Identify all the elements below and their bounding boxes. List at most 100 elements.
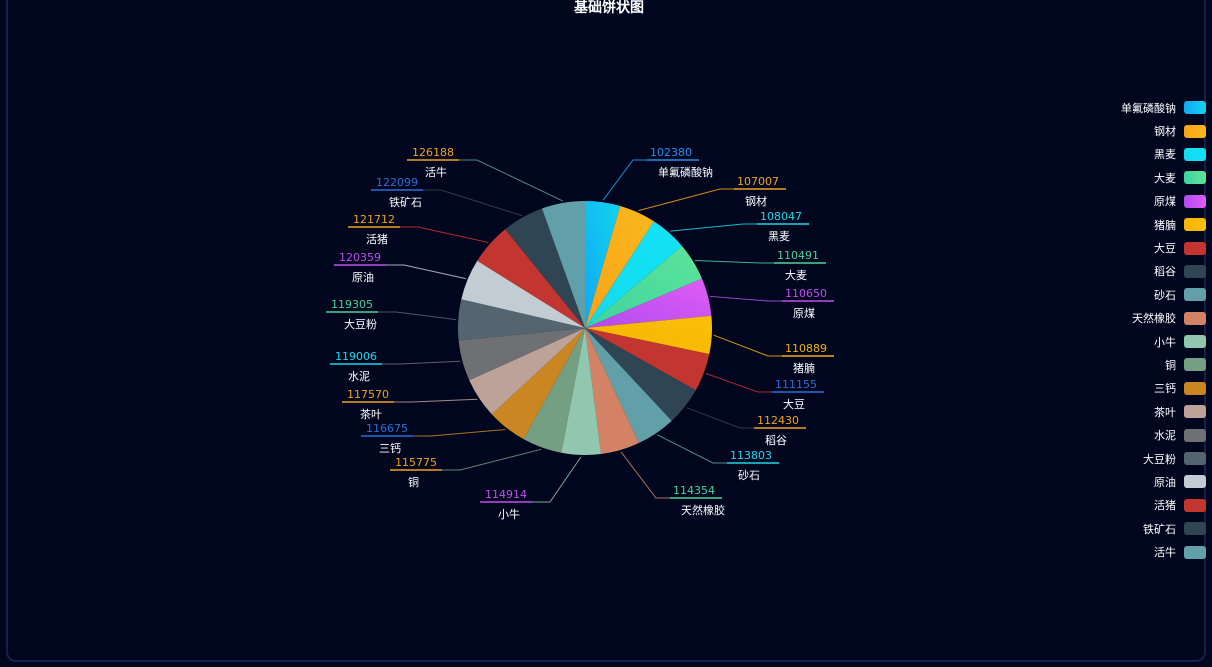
legend-item[interactable]: 砂石 <box>1121 283 1206 306</box>
value-label-19: 126188 <box>412 146 454 159</box>
pie-slice-2[interactable] <box>585 221 682 328</box>
legend-label: 水泥 <box>1154 429 1176 443</box>
value-label-7: 112430 <box>757 414 799 427</box>
legend-swatch <box>1184 241 1206 255</box>
legend-item[interactable]: 稻谷 <box>1121 260 1206 283</box>
value-label-11: 115775 <box>395 456 437 469</box>
leader-line-7 <box>686 407 754 429</box>
legend-swatch <box>1184 218 1206 232</box>
name-label-2: 黑麦 <box>768 230 790 243</box>
legend-label: 铜 <box>1165 358 1176 372</box>
name-label-18: 铁矿石 <box>389 196 422 209</box>
legend-label: 稻谷 <box>1154 265 1176 279</box>
pie-slice-11[interactable] <box>523 328 585 453</box>
leader-line-14 <box>382 360 461 365</box>
name-label-7: 稻谷 <box>765 434 787 447</box>
pie-slice-5[interactable] <box>585 315 712 355</box>
leader-line-9 <box>620 451 670 499</box>
pie-slice-10[interactable] <box>561 328 602 456</box>
legend-item[interactable]: 铁矿石 <box>1121 517 1206 540</box>
value-label-14: 119006 <box>335 350 377 363</box>
legend-item[interactable]: 活猪 <box>1121 494 1206 517</box>
legend-item[interactable]: 单氟磷酸钠 <box>1121 96 1206 119</box>
value-label-10: 114914 <box>485 488 527 501</box>
legend-item[interactable]: 活牛 <box>1121 540 1206 563</box>
pie-slice-18[interactable] <box>505 208 585 328</box>
name-label-11: 铜 <box>408 475 419 489</box>
legend-item[interactable]: 大麦 <box>1121 166 1206 189</box>
pie-slice-0[interactable] <box>585 201 621 328</box>
pie-slice-15[interactable] <box>458 299 585 341</box>
name-label-9: 天然橡胶 <box>681 503 725 517</box>
value-label-13: 117570 <box>347 388 389 401</box>
legend-swatch <box>1184 498 1206 512</box>
legend-item[interactable]: 钢材 <box>1121 119 1206 142</box>
legend-label: 猪腩 <box>1154 218 1176 232</box>
name-label-4: 原煤 <box>793 307 815 320</box>
name-label-5: 猪腩 <box>793 361 815 375</box>
pie-slice-6[interactable] <box>585 328 710 391</box>
leader-line-17 <box>400 226 489 243</box>
legend-swatch <box>1184 288 1206 302</box>
pie-slice-8[interactable] <box>585 328 672 443</box>
pie-slice-19[interactable] <box>541 201 585 328</box>
legend-label: 钢材 <box>1154 125 1176 139</box>
name-label-14: 水泥 <box>348 370 370 383</box>
leader-line-12 <box>413 429 506 437</box>
legend-label: 活猪 <box>1154 499 1176 513</box>
legend-item[interactable]: 水泥 <box>1121 423 1206 446</box>
leader-line-3 <box>694 260 774 264</box>
pie-slice-13[interactable] <box>469 328 585 415</box>
pie-slice-12[interactable] <box>491 328 585 440</box>
legend: 单氟磷酸钠钢材黑麦 大麦原煤猪腩大豆稻谷砂石天然橡胶小牛铜三钙茶叶水泥大豆粉 原油活… <box>1121 96 1206 564</box>
legend-swatch <box>1184 381 1206 395</box>
leader-line-6 <box>705 372 772 393</box>
legend-label: 活牛 <box>1154 546 1176 560</box>
pie-slice-4[interactable] <box>585 278 712 328</box>
legend-label: 原煤 <box>1154 195 1176 209</box>
value-label-5: 110889 <box>785 342 827 355</box>
pie-slice-16[interactable] <box>461 260 585 328</box>
value-label-4: 110650 <box>785 287 827 300</box>
name-label-12: 三钙 <box>379 441 401 455</box>
legend-item[interactable]: 大豆粉 <box>1121 447 1206 470</box>
pie-slice-9[interactable] <box>585 328 640 454</box>
pie-slice-14[interactable] <box>458 328 585 381</box>
legend-item[interactable]: 天然橡胶 <box>1121 307 1206 330</box>
pie-labels: 102380 单氟磷酸钠 107007 钢材 108047 黑麦 110491 大麦 11065… <box>326 146 834 521</box>
legend-item[interactable]: 原油 <box>1121 470 1206 493</box>
value-label-8: 113803 <box>730 449 772 462</box>
legend-item[interactable]: 猪腩 <box>1121 213 1206 236</box>
pie-slice-7[interactable] <box>585 328 696 421</box>
legend-swatch <box>1184 264 1206 278</box>
leader-line-8 <box>657 434 727 464</box>
name-label-6: 大豆 <box>783 397 805 411</box>
legend-item[interactable]: 三钙 <box>1121 377 1206 400</box>
chart-title: 基础饼状图 <box>574 0 644 16</box>
pie-slice-3[interactable] <box>585 246 703 328</box>
pie-slice-1[interactable] <box>585 205 654 328</box>
legend-swatch <box>1184 311 1206 325</box>
legend-swatch <box>1184 194 1206 208</box>
legend-label: 砂石 <box>1154 288 1176 302</box>
legend-item[interactable]: 茶叶 <box>1121 400 1206 423</box>
legend-swatch <box>1184 475 1206 489</box>
legend-item[interactable]: 黑麦 <box>1121 143 1206 166</box>
legend-item[interactable]: 原煤 <box>1121 190 1206 213</box>
value-label-6: 111155 <box>775 378 817 391</box>
legend-label: 天然橡胶 <box>1132 312 1176 326</box>
pie-slice-17[interactable] <box>477 229 585 328</box>
legend-label: 单氟磷酸钠 <box>1121 101 1176 115</box>
name-label-0: 单氟磷酸钠 <box>658 165 713 179</box>
legend-label: 三钙 <box>1154 382 1176 396</box>
name-label-17: 活猪 <box>366 233 388 246</box>
value-label-12: 116675 <box>366 422 408 435</box>
legend-item[interactable]: 铜 <box>1121 353 1206 376</box>
leader-line-1 <box>638 188 734 212</box>
legend-item[interactable]: 大豆 <box>1121 236 1206 259</box>
leader-line-11 <box>442 448 542 471</box>
value-label-0: 102380 <box>650 146 692 159</box>
leader-line-19 <box>459 159 564 202</box>
legend-item[interactable]: 小牛 <box>1121 330 1206 353</box>
